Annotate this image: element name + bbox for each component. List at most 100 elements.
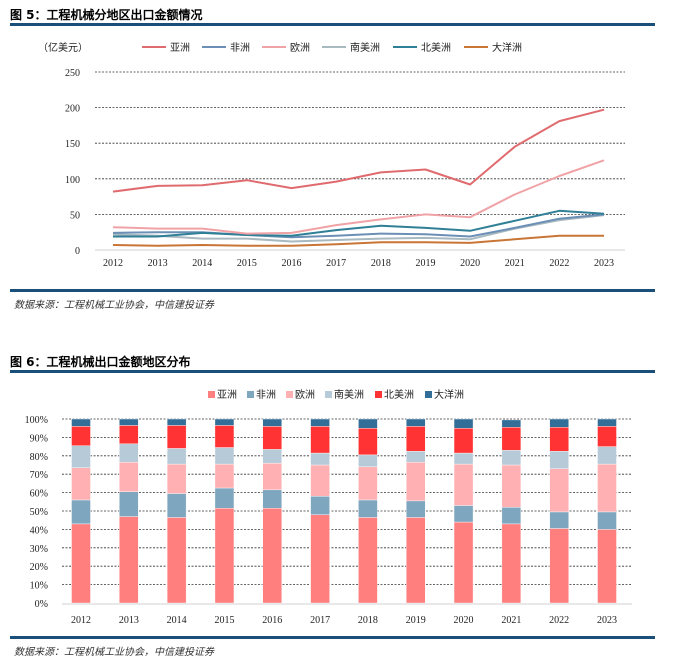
series-line-5 <box>112 234 604 247</box>
legend-swatch <box>286 391 293 398</box>
x-tick-label: 2022 <box>549 258 569 269</box>
series-line-1 <box>112 213 605 239</box>
bar-segment-3 <box>406 450 426 463</box>
legend-label: 欧洲 <box>295 389 315 401</box>
figure-6-title: 图 6：工程机械出口金额地区分布 <box>10 355 191 369</box>
bar-segment-3 <box>119 443 139 463</box>
bar-segment-1 <box>71 499 91 525</box>
bar-segment-0 <box>406 517 426 604</box>
y-tick-label: 20% <box>30 562 48 573</box>
bar-segment-1 <box>119 491 139 517</box>
bar-segment-5 <box>501 419 522 428</box>
legend-label: 南美洲 <box>334 388 364 401</box>
bar-segment-5 <box>310 418 330 427</box>
bar-segment-0 <box>549 528 569 604</box>
figure-5-source: 数据来源：工程机械工业协会，中信建投证券 <box>14 300 214 311</box>
legend-label: 大洋洲 <box>492 41 522 54</box>
y-tick-label: 50 <box>70 210 80 221</box>
bar-segment-1 <box>406 500 426 518</box>
bar-segment-2 <box>71 467 91 501</box>
legend-item-4: 北美洲 <box>393 41 451 54</box>
x-tick-label: 2013 <box>148 258 168 269</box>
bar-segment-3 <box>71 445 91 468</box>
bar-segment-2 <box>166 463 187 494</box>
bar-segment-4 <box>453 428 474 454</box>
bar-segment-5 <box>214 418 235 426</box>
bar-segment-2 <box>119 462 139 492</box>
bar-segment-5 <box>549 418 569 428</box>
bar-segment-2 <box>214 463 235 489</box>
figure-5-top-rule <box>10 23 655 26</box>
y-tick-label: 10% <box>30 581 48 592</box>
figure-5-title: 图 5：工程机械分地区出口金额情况 <box>10 8 203 22</box>
x-tick-label: 2023 <box>594 258 614 269</box>
bar-segment-2 <box>597 463 617 513</box>
bar-segment-1 <box>453 505 474 523</box>
x-tick-label: 2018 <box>371 258 391 269</box>
figure-5-bottom-rule <box>10 289 655 292</box>
legend-item-5: 大洋洲 <box>464 41 522 54</box>
bar-segment-0 <box>119 516 139 604</box>
x-tick-label: 2019 <box>406 615 426 626</box>
bar-segment-4 <box>358 428 378 456</box>
bar-segment-4 <box>501 427 522 451</box>
bar-segment-3 <box>166 448 187 465</box>
legend-item-0: 亚洲 <box>142 42 190 54</box>
bar-segment-4 <box>549 427 569 452</box>
y-tick-label: 40% <box>30 525 48 536</box>
bar-segment-4 <box>214 425 235 448</box>
bar-segment-1 <box>214 487 235 509</box>
y-tick-label: 100% <box>25 415 48 426</box>
bar-segment-1 <box>549 511 569 529</box>
y-tick-label: 80% <box>30 452 48 463</box>
stacked-bar-chart: 亚洲 非洲 欧洲 南美洲 北美洲 大洋洲 0% 10% 20% 30% 40% 50% 60% 70% 80… <box>25 388 632 626</box>
bar-segment-5 <box>119 418 139 426</box>
series-line-2 <box>112 159 605 235</box>
bar-segment-1 <box>310 496 330 515</box>
bar-segment-4 <box>310 426 330 454</box>
y-tick-label: 250 <box>65 68 80 79</box>
bar-segment-2 <box>262 462 282 491</box>
legend-item-1: 非洲 <box>202 42 250 54</box>
x-tick-label: 2012 <box>103 258 123 269</box>
bar-segment-0 <box>310 514 330 604</box>
x-tick-label: 2022 <box>549 615 569 626</box>
bar-segment-5 <box>166 418 187 426</box>
legend-swatch <box>208 391 215 398</box>
y-tick-label: 60% <box>30 489 48 500</box>
bar-segment-1 <box>597 511 617 530</box>
bar-segment-4 <box>597 426 617 447</box>
bar-segment-4 <box>262 426 282 450</box>
x-tick-label: 2019 <box>415 258 435 269</box>
legend-label: 非洲 <box>256 389 276 401</box>
line-chart: （亿美元） 亚洲 非洲 欧洲 南美洲 北美洲 大洋洲 0 50 100 150 200 250 2012 2… <box>38 41 625 269</box>
y-tick-label: 50% <box>30 507 48 518</box>
x-tick-label: 2015 <box>237 258 257 269</box>
series-line-0 <box>112 108 605 193</box>
x-tick-label: 2023 <box>597 615 617 626</box>
bar-segment-2 <box>358 466 378 501</box>
legend-label: 非洲 <box>230 42 250 54</box>
legend-label: 亚洲 <box>217 389 237 401</box>
x-tick-label: 2017 <box>310 615 330 626</box>
legend-swatch <box>325 391 332 398</box>
y-tick-label: 0% <box>35 599 48 610</box>
bar-segment-0 <box>597 529 617 604</box>
x-tick-label: 2014 <box>167 615 187 626</box>
legend-item-3: 南美洲 <box>322 41 380 54</box>
bar-segment-3 <box>501 450 522 466</box>
y-axis-unit-label: （亿美元） <box>38 41 88 54</box>
legend-item-1: 非洲 <box>247 389 276 401</box>
legend-item-2: 欧洲 <box>286 389 315 401</box>
x-tick-label: 2021 <box>505 258 525 269</box>
x-tick-label: 2013 <box>119 615 139 626</box>
legend-item-3: 南美洲 <box>325 388 364 401</box>
bar-segment-0 <box>501 523 522 604</box>
bar-segment-0 <box>358 517 378 604</box>
bar-segment-3 <box>597 446 617 465</box>
bar-segment-1 <box>501 507 522 525</box>
bar-segment-5 <box>406 418 426 427</box>
bar-segment-2 <box>453 463 474 506</box>
figure-6-source: 数据来源：工程机械工业协会，中信建投证券 <box>14 647 214 658</box>
x-tick-label: 2020 <box>454 615 474 626</box>
